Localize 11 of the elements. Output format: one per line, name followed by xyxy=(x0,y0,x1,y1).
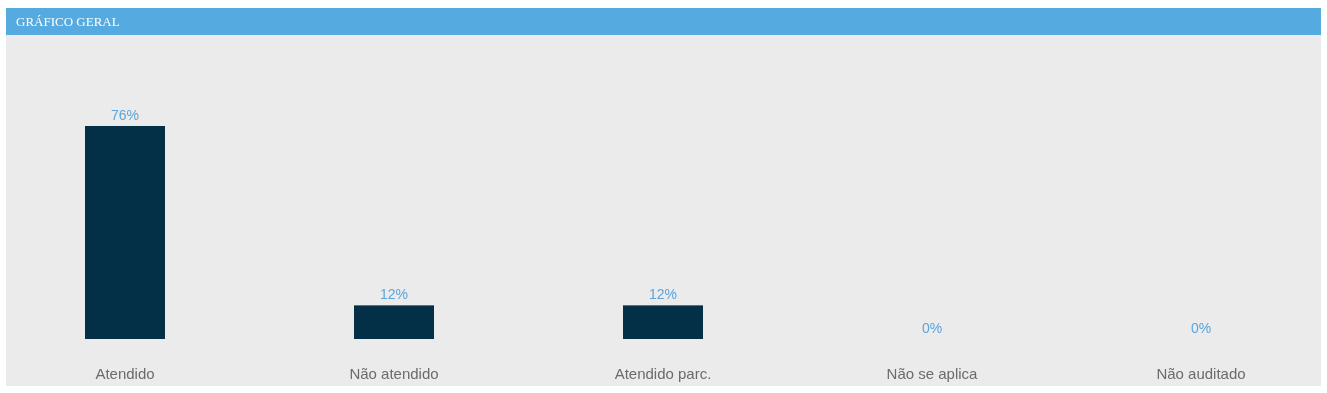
x-tick-label: Atendido xyxy=(95,365,155,382)
x-tick-label: Não auditado xyxy=(1156,365,1246,382)
chart-title: GRÁFICO GERAL xyxy=(16,14,120,29)
x-tick-label: Não se aplica xyxy=(886,365,979,382)
x-tick-label: Não atendido xyxy=(349,365,439,382)
data-label: 12% xyxy=(379,286,409,303)
x-tick-label: Atendido parc. xyxy=(614,365,712,382)
data-label: 76% xyxy=(110,107,140,123)
data-label: 12% xyxy=(648,286,678,303)
data-label: 0% xyxy=(1190,320,1212,336)
data-label: 0% xyxy=(921,320,943,336)
